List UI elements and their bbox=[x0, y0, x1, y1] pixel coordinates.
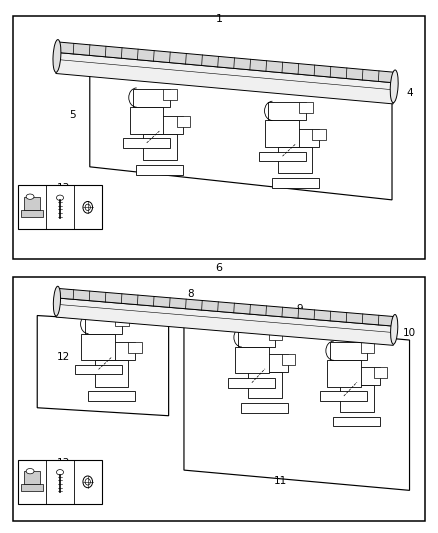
Polygon shape bbox=[146, 116, 183, 134]
Polygon shape bbox=[177, 116, 190, 127]
Text: 8: 8 bbox=[187, 289, 194, 299]
Polygon shape bbox=[241, 403, 288, 413]
Ellipse shape bbox=[85, 479, 90, 485]
Ellipse shape bbox=[26, 469, 34, 474]
Ellipse shape bbox=[390, 70, 398, 103]
Ellipse shape bbox=[53, 39, 61, 72]
Polygon shape bbox=[136, 165, 183, 175]
Text: 4: 4 bbox=[406, 88, 413, 98]
Polygon shape bbox=[130, 107, 163, 133]
Polygon shape bbox=[330, 342, 367, 360]
Polygon shape bbox=[21, 210, 43, 217]
Polygon shape bbox=[268, 102, 306, 120]
Polygon shape bbox=[235, 347, 268, 373]
Ellipse shape bbox=[83, 201, 92, 213]
Ellipse shape bbox=[391, 314, 398, 344]
Polygon shape bbox=[21, 484, 43, 491]
Text: 5: 5 bbox=[69, 110, 76, 119]
Polygon shape bbox=[282, 129, 319, 147]
Bar bbox=[13, 16, 425, 259]
Polygon shape bbox=[265, 120, 299, 147]
Polygon shape bbox=[343, 367, 380, 385]
Polygon shape bbox=[25, 471, 40, 484]
Ellipse shape bbox=[53, 286, 60, 316]
Polygon shape bbox=[299, 102, 313, 114]
Text: 12: 12 bbox=[57, 352, 70, 362]
Polygon shape bbox=[95, 360, 128, 387]
Text: 13: 13 bbox=[57, 183, 70, 193]
Polygon shape bbox=[374, 367, 387, 378]
Text: 10: 10 bbox=[403, 328, 416, 338]
Text: 1: 1 bbox=[215, 14, 223, 23]
Polygon shape bbox=[340, 385, 374, 411]
Polygon shape bbox=[74, 365, 122, 374]
Polygon shape bbox=[282, 354, 295, 365]
Polygon shape bbox=[56, 298, 394, 345]
Polygon shape bbox=[133, 89, 170, 107]
Ellipse shape bbox=[57, 195, 64, 200]
Polygon shape bbox=[25, 197, 40, 210]
Polygon shape bbox=[258, 151, 306, 161]
Text: 13: 13 bbox=[57, 458, 70, 467]
Text: 7: 7 bbox=[64, 289, 71, 299]
Text: 9: 9 bbox=[297, 304, 304, 314]
Polygon shape bbox=[272, 178, 319, 188]
Polygon shape bbox=[163, 89, 177, 100]
Polygon shape bbox=[238, 329, 275, 347]
Polygon shape bbox=[115, 316, 129, 326]
Ellipse shape bbox=[85, 204, 90, 211]
Polygon shape bbox=[360, 342, 374, 353]
Polygon shape bbox=[327, 360, 360, 387]
Text: 3: 3 bbox=[242, 64, 249, 74]
Polygon shape bbox=[90, 69, 392, 200]
Bar bbox=[18, 185, 102, 229]
Polygon shape bbox=[88, 391, 135, 401]
Ellipse shape bbox=[83, 476, 92, 488]
Ellipse shape bbox=[57, 470, 64, 475]
Polygon shape bbox=[57, 42, 395, 83]
Ellipse shape bbox=[26, 194, 34, 199]
Polygon shape bbox=[333, 417, 380, 426]
Text: 2: 2 bbox=[75, 44, 82, 54]
Polygon shape bbox=[251, 354, 288, 372]
Polygon shape bbox=[228, 378, 275, 388]
Polygon shape bbox=[312, 129, 326, 140]
Bar bbox=[13, 277, 425, 521]
Polygon shape bbox=[184, 320, 410, 490]
Polygon shape bbox=[123, 138, 170, 148]
Bar bbox=[18, 460, 102, 504]
Polygon shape bbox=[81, 334, 115, 360]
Polygon shape bbox=[143, 134, 177, 160]
Polygon shape bbox=[128, 342, 142, 353]
Text: 6: 6 bbox=[215, 263, 223, 273]
Polygon shape bbox=[248, 372, 282, 399]
Polygon shape bbox=[85, 316, 122, 334]
Polygon shape bbox=[268, 329, 282, 340]
Polygon shape bbox=[57, 288, 395, 326]
Polygon shape bbox=[279, 147, 312, 174]
Polygon shape bbox=[320, 391, 367, 401]
Polygon shape bbox=[98, 342, 135, 360]
Polygon shape bbox=[37, 316, 169, 416]
Polygon shape bbox=[56, 52, 394, 104]
Text: 11: 11 bbox=[274, 476, 287, 486]
